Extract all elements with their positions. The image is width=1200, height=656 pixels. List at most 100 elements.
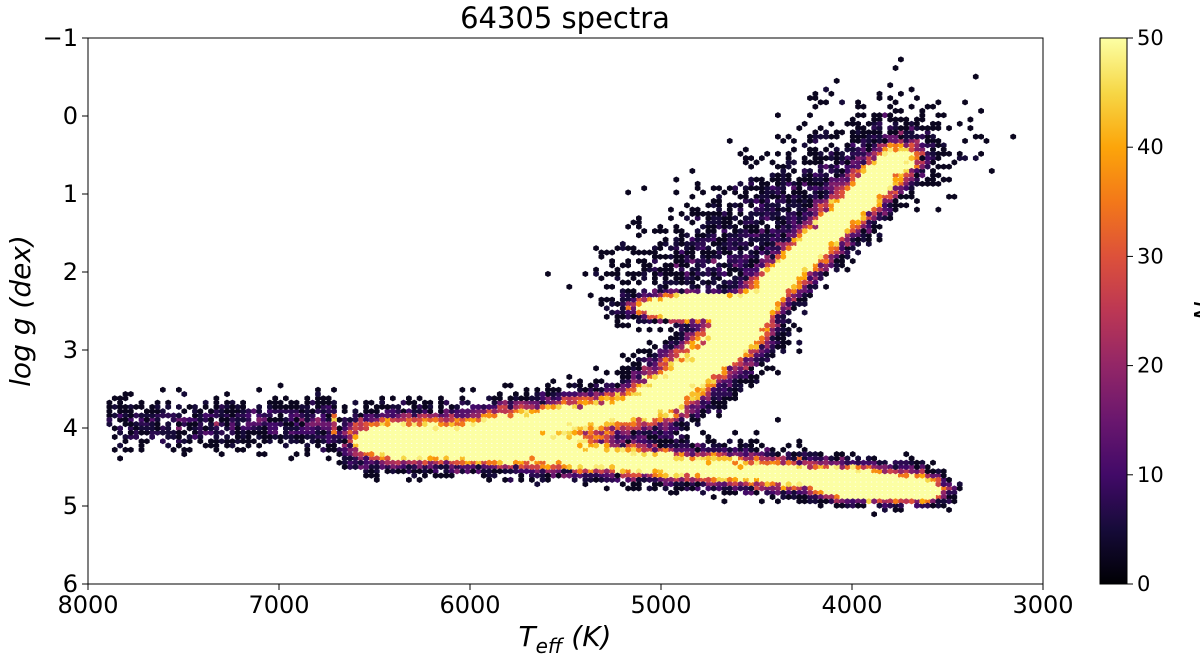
hexbin-cell — [780, 446, 787, 453]
hexbin-cell — [689, 249, 696, 256]
hexbin-cell — [737, 309, 744, 316]
hexbin-cell — [470, 463, 476, 471]
hexbin-cell — [619, 313, 626, 320]
hexbin-cell — [261, 451, 268, 458]
hexbin-cell — [796, 266, 803, 273]
hexbin-cell — [860, 125, 867, 132]
hexbin-cell — [694, 275, 701, 282]
hexbin-cell — [791, 455, 797, 462]
hexbin-cell — [432, 425, 439, 432]
hexbin-cell — [801, 468, 808, 475]
hexbin-cell — [700, 365, 706, 372]
hexbin-cell — [545, 446, 551, 453]
hexbin-cell — [876, 463, 883, 471]
hexbin-cell — [304, 446, 311, 453]
hexbin-cell — [833, 210, 840, 217]
hexbin-cell — [673, 270, 680, 277]
hexbin-cell — [384, 425, 391, 432]
hexbin-cell — [363, 412, 369, 419]
hexbin-cell — [689, 348, 696, 355]
hexbin-cell — [181, 391, 188, 398]
hexbin-cell — [710, 369, 717, 376]
hexbin-cell — [769, 451, 776, 458]
hexbin-cell — [539, 463, 546, 471]
hexbin-cell — [887, 493, 894, 501]
hexbin-cell — [582, 476, 589, 483]
hexbin-cell — [684, 378, 690, 385]
hexbin-cell — [705, 399, 712, 406]
hexbin-cell — [357, 425, 364, 432]
hexbin-cell — [860, 481, 867, 488]
hexbin-cell — [448, 433, 455, 441]
hexbin-cell — [817, 125, 824, 132]
hexbin-cell — [737, 240, 744, 247]
hexbin-cell — [475, 412, 482, 419]
hexbin-cell — [668, 433, 674, 441]
hexbin-cell — [823, 472, 829, 479]
hexbin-cell — [363, 403, 369, 410]
hexbin-cell — [807, 219, 813, 226]
hexbin-cell — [448, 416, 455, 423]
hexbin-cell — [534, 451, 541, 458]
hexbin-cell — [213, 399, 220, 406]
hexbin-cell — [716, 215, 722, 222]
hexbin-cell — [812, 90, 819, 97]
hexbin-cell — [630, 455, 637, 462]
hexbin-cell — [700, 391, 706, 398]
hexbin-cell — [603, 391, 610, 398]
hexbin-cell — [748, 382, 754, 389]
hexbin-cell — [759, 498, 765, 505]
hexbin-cell — [828, 232, 835, 239]
hexbin-cell — [315, 442, 321, 449]
hexbin-cell — [438, 446, 444, 453]
hexbin-cell — [759, 240, 765, 247]
hexbin-cell — [833, 167, 840, 175]
hexbin-cell — [865, 120, 872, 127]
hexbin-cell — [710, 322, 717, 329]
hexbin-cell — [181, 438, 188, 445]
hexbin-cell — [764, 236, 771, 243]
hexbin-cell — [486, 472, 492, 479]
hexbin-cell — [144, 408, 150, 415]
hexbin-cell — [951, 193, 958, 200]
hexbin-cell — [828, 215, 835, 222]
hexbin-cell — [197, 433, 204, 441]
hexbin-cell — [924, 468, 931, 475]
hexbin-cell — [619, 433, 626, 441]
hexbin-cell — [930, 137, 936, 144]
hexbin-cell — [855, 125, 861, 132]
x-axis-label: Teff (K) — [519, 620, 612, 656]
hexbin-cell — [111, 446, 118, 453]
hexbin-cell — [352, 442, 359, 449]
hexbin-cell — [363, 472, 369, 479]
hexbin-cell — [887, 489, 894, 496]
hexbin-cell — [775, 288, 781, 295]
hexbin-cell — [684, 330, 690, 338]
hexbin-cell — [823, 493, 829, 501]
hexbin-cell — [908, 86, 915, 93]
hexbin-cell — [759, 356, 765, 363]
hexbin-cell — [930, 159, 936, 166]
hexbin-cell — [769, 305, 776, 312]
hexbin-cell — [646, 485, 653, 492]
hexbin-cell — [593, 386, 599, 393]
hexbin-cell — [304, 395, 311, 402]
hexbin-cell — [587, 425, 594, 432]
hexbin-cell — [678, 275, 685, 282]
hexbin-cell — [673, 378, 680, 385]
hexbin-cell — [609, 451, 615, 458]
hexbin-cell — [448, 403, 455, 410]
hexbin-cell — [694, 403, 701, 410]
hexbin-cell — [791, 146, 797, 153]
hexbin-cell — [849, 167, 856, 175]
hexbin-cell — [780, 270, 787, 277]
hexbin-cell — [860, 163, 867, 170]
hexbin-cell — [218, 451, 225, 458]
hexbin-cell — [133, 425, 139, 432]
hexbin-cell — [855, 185, 861, 192]
hexbin-cell — [700, 249, 706, 256]
hexbin-cell — [641, 442, 648, 449]
hexbin-cell — [657, 228, 664, 235]
hexbin-cell — [662, 288, 669, 295]
hexbin-cell — [914, 206, 920, 213]
